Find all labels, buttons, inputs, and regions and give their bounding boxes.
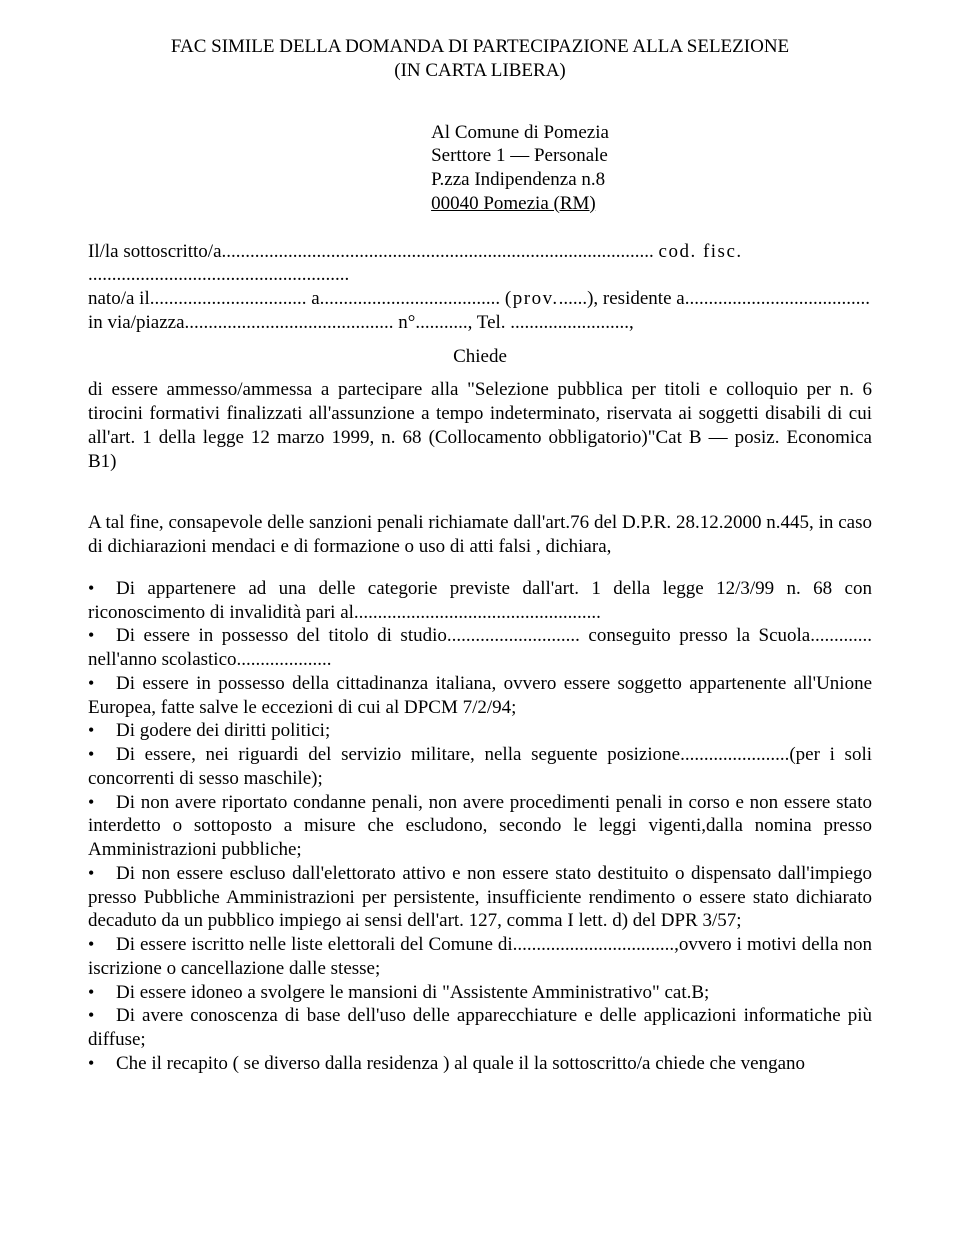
bullet-text: Di appartenere ad una delle categorie pr…: [88, 578, 872, 623]
bullet-icon: •: [88, 933, 116, 956]
bullet-icon: •: [88, 1052, 116, 1075]
dots: ......: [559, 288, 588, 309]
chiede-heading: Chiede: [88, 345, 872, 369]
bullet-text: Di essere in possesso del titolo di stud…: [88, 625, 872, 670]
bullet-text: Di essere in possesso della cittadinanza…: [88, 673, 872, 718]
addr-l4: 00040 Pomezia (RM): [431, 192, 609, 216]
dots: ........................................…: [88, 264, 349, 285]
bullet-text: Di essere idoneo a svolgere le mansioni …: [116, 982, 709, 1003]
label-nato: nato/a il: [88, 288, 150, 309]
fill-line-2: nato/a il...............................…: [88, 287, 872, 335]
list-item: •Di appartenere ad una delle categorie p…: [88, 577, 872, 625]
document-page: FAC SIMILE DELLA DOMANDA DI PARTECIPAZIO…: [0, 0, 960, 1253]
dots: .........................: [510, 312, 629, 333]
bullet-text: Di avere conoscenza di base dell'uso del…: [88, 1005, 872, 1050]
label-residente: ), residente a: [587, 288, 685, 309]
list-item: •Di non essere escluso dall'elettorato a…: [88, 862, 872, 933]
list-item: •Di godere dei diritti politici;: [88, 719, 872, 743]
list-item: •Di avere conoscenza di base dell'uso de…: [88, 1004, 872, 1052]
addr-l1: Al Comune di Pomezia: [431, 121, 609, 145]
list-item: •Di essere iscritto nelle liste elettora…: [88, 933, 872, 981]
dots: .................................: [150, 288, 307, 309]
dots: ........................................…: [185, 312, 394, 333]
bullet-icon: •: [88, 981, 116, 1004]
addr-l3: P.zza Indipendenza n.8: [431, 168, 609, 192]
bullet-icon: •: [88, 719, 116, 742]
bullet-icon: •: [88, 672, 116, 695]
bullet-text: Di godere dei diritti politici;: [116, 720, 330, 741]
bullet-text: Di essere iscritto nelle liste elettoral…: [88, 934, 872, 979]
bullet-text: Di non essere escluso dall'elettorato at…: [88, 863, 872, 932]
comma: ,: [629, 312, 634, 333]
label-codfisc: cod. fisc.: [659, 241, 743, 262]
bullet-text: Di non avere riportato condanne penali, …: [88, 792, 872, 861]
label-sottoscritto: Il/la sottoscritto/a: [88, 241, 222, 262]
list-item: •Di essere in possesso del titolo di stu…: [88, 624, 872, 672]
title-block: FAC SIMILE DELLA DOMANDA DI PARTECIPAZIO…: [88, 35, 872, 83]
bullet-icon: •: [88, 791, 116, 814]
bullet-icon: •: [88, 862, 116, 885]
label-via: in via/piazza: [88, 312, 185, 333]
label-a: a: [311, 288, 319, 309]
label-tel: , Tel.: [468, 312, 506, 333]
dots: .......................................: [685, 288, 870, 309]
bullet-icon: •: [88, 743, 116, 766]
address-lines: Al Comune di Pomezia Serttore 1 — Person…: [431, 121, 609, 216]
fill-in-block: Il/la sottoscritto/a....................…: [88, 240, 872, 335]
address-block: Al Comune di Pomezia Serttore 1 — Person…: [88, 121, 872, 216]
declarations-list: •Di appartenere ad una delle categorie p…: [88, 577, 872, 1076]
list-item: •Di non avere riportato condanne penali,…: [88, 791, 872, 862]
dots: ........................................…: [222, 241, 654, 262]
list-item: •Di essere, nei riguardi del servizio mi…: [88, 743, 872, 791]
title-line-2: (IN CARTA LIBERA): [88, 59, 872, 83]
paragraph-request: di essere ammesso/ammessa a partecipare …: [88, 378, 872, 473]
label-numero: n°: [398, 312, 415, 333]
paragraph-declaration: A tal fine, consapevole delle sanzioni p…: [88, 511, 872, 559]
addr-l2: Serttore 1 — Personale: [431, 144, 609, 168]
dots: ...........: [415, 312, 467, 333]
bullet-icon: •: [88, 1004, 116, 1027]
list-item: •Di essere in possesso della cittadinanz…: [88, 672, 872, 720]
bullet-text: Di essere, nei riguardi del servizio mil…: [88, 744, 872, 789]
list-item: •Che il recapito ( se diverso dalla resi…: [88, 1052, 872, 1076]
fill-line-1: Il/la sottoscritto/a....................…: [88, 240, 872, 288]
bullet-text: Che il recapito ( se diverso dalla resid…: [116, 1053, 805, 1074]
dots: ......................................: [320, 288, 501, 309]
label-prov: (prov.: [505, 288, 559, 309]
bullet-icon: •: [88, 577, 116, 600]
bullet-icon: •: [88, 624, 116, 647]
list-item: •Di essere idoneo a svolgere le mansioni…: [88, 981, 872, 1005]
title-line-1: FAC SIMILE DELLA DOMANDA DI PARTECIPAZIO…: [88, 35, 872, 59]
